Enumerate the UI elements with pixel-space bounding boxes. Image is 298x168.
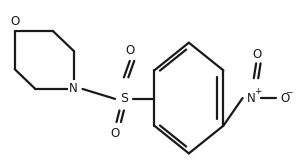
Text: +: + xyxy=(254,87,261,96)
Text: N: N xyxy=(69,82,78,95)
Text: O: O xyxy=(111,127,120,140)
Text: O: O xyxy=(125,45,134,57)
Text: S: S xyxy=(120,92,128,105)
Text: O: O xyxy=(252,48,261,61)
Text: O: O xyxy=(10,15,19,28)
Text: N: N xyxy=(246,92,255,104)
Text: −: − xyxy=(285,87,293,96)
Text: O: O xyxy=(280,92,289,104)
